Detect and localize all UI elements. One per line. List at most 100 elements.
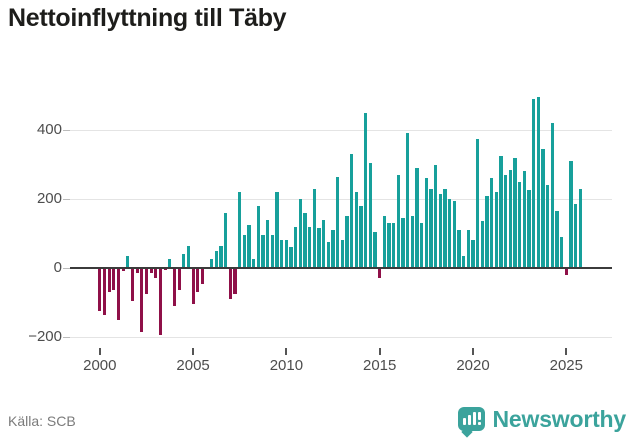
bar-2001-Q1 — [116, 268, 121, 320]
bar-2014-Q2 — [364, 112, 368, 268]
bar-2007-Q1 — [228, 268, 232, 300]
bar-2024-Q3 — [555, 211, 559, 268]
badge-exclamation — [477, 411, 481, 420]
bar-2010-Q2 — [289, 247, 293, 268]
bar-2016-Q1 — [396, 174, 400, 268]
x-axis-tick — [98, 348, 101, 355]
bar-2016-Q3 — [406, 133, 410, 268]
bar-2017-Q4 — [429, 188, 433, 268]
bar-2003-Q1 — [154, 268, 158, 279]
bar-2000-Q2 — [102, 268, 107, 315]
bar-2023-Q2 — [532, 98, 536, 268]
bar-2019-Q2 — [457, 230, 461, 268]
bar-2002-Q3 — [144, 268, 149, 294]
bar-2013-Q2 — [345, 216, 349, 268]
bar-2009-Q1 — [266, 219, 270, 268]
bar-2006-Q1 — [210, 259, 214, 268]
bar-2024-Q4 — [560, 236, 564, 268]
bar-2019-Q4 — [466, 230, 470, 268]
gridline — [70, 130, 612, 131]
bar-2012-Q2 — [326, 242, 330, 268]
y-axis-label: 0 — [53, 259, 62, 276]
y-axis-tick — [63, 199, 70, 200]
brand-name: Newsworthy — [492, 406, 627, 432]
bar-2020-Q2 — [476, 138, 480, 268]
bar-2022-Q2 — [513, 157, 517, 268]
x-axis-label: 2020 — [456, 357, 490, 374]
bar-2011-Q4 — [317, 228, 321, 268]
y-axis-tick — [63, 268, 70, 269]
x-axis-label: 2010 — [269, 357, 304, 374]
bar-2020-Q4 — [485, 195, 489, 268]
y-axis-label: 400 — [36, 121, 62, 138]
bar-2006-Q2 — [214, 250, 218, 268]
bar-2012-Q1 — [322, 219, 326, 268]
bar-2009-Q2 — [270, 235, 274, 268]
bar-2017-Q2 — [420, 223, 424, 268]
bar-2014-Q1 — [359, 205, 363, 268]
bar-2021-Q1 — [490, 178, 494, 268]
bar-2005-Q3 — [200, 268, 205, 284]
bar-2005-Q1 — [191, 268, 195, 305]
x-axis-tick — [565, 348, 568, 355]
bar-2025-Q4 — [578, 188, 582, 268]
bar-2007-Q2 — [233, 268, 237, 294]
bar-2003-Q2 — [158, 268, 163, 336]
bar-2008-Q2 — [252, 259, 256, 268]
bar-2016-Q2 — [401, 217, 405, 268]
y-axis-tick — [63, 337, 70, 338]
bar-2014-Q4 — [373, 231, 377, 268]
y-axis-label: −200 — [28, 328, 62, 345]
bar-2004-Q1 — [172, 268, 177, 306]
bar-2023-Q4 — [541, 148, 545, 268]
bar-2009-Q4 — [280, 240, 284, 268]
bar-2020-Q3 — [480, 221, 484, 268]
x-axis-tick — [378, 348, 381, 355]
bar-2017-Q3 — [424, 178, 428, 268]
x-axis-tick — [285, 348, 288, 355]
bar-2025-Q3 — [574, 204, 578, 268]
x-axis-label: 2015 — [363, 357, 397, 374]
gridline — [70, 337, 612, 338]
x-axis-label: 2005 — [176, 357, 210, 374]
bar-2011-Q3 — [312, 188, 316, 268]
bar-2003-Q4 — [168, 259, 172, 268]
bar-2002-Q4 — [149, 268, 153, 274]
bar-2023-Q3 — [536, 97, 540, 268]
bar-2018-Q2 — [438, 193, 442, 268]
bar-2007-Q4 — [242, 235, 246, 268]
badge-chart-bar — [462, 417, 466, 425]
bar-2008-Q4 — [261, 235, 265, 268]
bar-2008-Q1 — [247, 224, 251, 268]
bar-2019-Q1 — [452, 200, 456, 268]
bar-2013-Q3 — [350, 154, 354, 268]
bar-2010-Q1 — [284, 240, 288, 268]
bar-2009-Q3 — [275, 192, 279, 268]
bar-2010-Q4 — [298, 199, 302, 268]
bar-2004-Q3 — [182, 254, 186, 268]
bar-2025-Q1 — [564, 268, 568, 275]
bar-2022-Q1 — [508, 169, 512, 268]
bar-2012-Q4 — [336, 176, 340, 268]
bar-2000-Q3 — [107, 268, 111, 293]
bar-2011-Q2 — [308, 226, 312, 268]
gridline — [70, 199, 612, 200]
bar-2024-Q1 — [546, 185, 550, 268]
badge-chart-bar — [467, 414, 471, 425]
bar-2021-Q4 — [504, 174, 508, 268]
bar-2015-Q3 — [387, 223, 391, 268]
bar-2006-Q4 — [224, 212, 228, 268]
bar-2010-Q3 — [294, 226, 298, 268]
bar-2001-Q2 — [121, 268, 125, 272]
bar-2024-Q2 — [550, 123, 554, 268]
y-axis-tick — [63, 130, 70, 131]
bar-2007-Q3 — [238, 192, 242, 268]
source-label: Källa: SCB — [8, 413, 76, 429]
bar-2018-Q3 — [443, 188, 447, 268]
bar-2018-Q4 — [448, 199, 452, 268]
y-axis-label: 200 — [36, 190, 62, 207]
bar-2019-Q3 — [462, 255, 466, 268]
bar-2004-Q2 — [177, 268, 181, 291]
x-axis-label: 2025 — [549, 357, 583, 374]
